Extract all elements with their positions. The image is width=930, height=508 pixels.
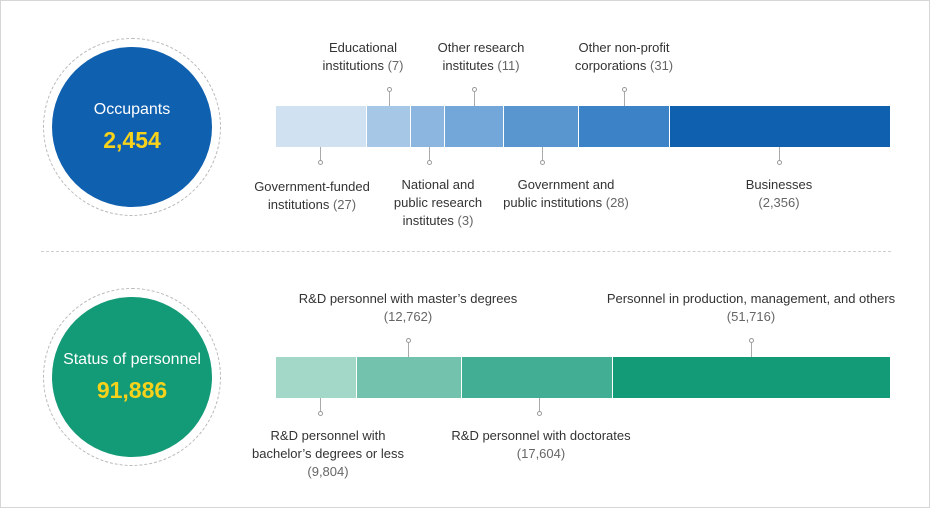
segment-label-1-3: Personnel in production, management, and… — [591, 290, 911, 326]
occupants-total: 2,454 — [103, 126, 161, 153]
section-divider — [41, 251, 891, 252]
occupants-circle-ring — [43, 38, 221, 216]
leader-line — [539, 398, 540, 412]
segment-count-0-1: (7) — [387, 58, 404, 73]
segment-label-text: Educational — [329, 40, 397, 55]
segment-label-text: Other research — [437, 40, 525, 55]
segment-count-0-2: (3) — [457, 213, 474, 228]
segment-label-1-1: R&D personnel with master’s degrees (12,7… — [278, 290, 538, 326]
leader-line — [751, 343, 752, 357]
personnel-circle: Status of personnel 91,886 — [52, 297, 212, 457]
segment-label-text: R&D personnel with — [270, 428, 386, 443]
segment-count-0-5: (31) — [650, 58, 674, 73]
segment-label-1-0: R&D personnel with bachelor’s degrees or … — [228, 427, 428, 481]
segment-label-text: public research — [393, 195, 483, 210]
bar-segment-0-0 — [276, 106, 367, 147]
leader-dot — [318, 160, 323, 165]
segment-label-0-1: Educational institutions (7) — [303, 39, 423, 75]
personnel-title: Status of personnel — [63, 350, 201, 368]
leader-line — [429, 147, 430, 161]
segment-label-text: institutes — [442, 58, 494, 73]
leader-line — [624, 92, 625, 106]
leader-dot — [472, 87, 477, 92]
segment-count-1-3: (51,716) — [726, 309, 776, 324]
bar-segment-1-2 — [462, 357, 613, 398]
segment-count-0-0: (27) — [332, 197, 357, 212]
segment-label-0-0: Government-funded institutions (27) — [227, 178, 397, 214]
segment-label-text: Businesses — [745, 177, 813, 192]
leader-dot — [749, 338, 754, 343]
personnel-circle-ring — [43, 288, 221, 466]
segment-label-0-2: National and public research institutes (3… — [378, 176, 498, 230]
leader-dot — [387, 87, 392, 92]
segment-count-0-3: (11) — [497, 58, 520, 73]
leader-dot — [427, 160, 432, 165]
segment-label-0-4: Government and public institutions (28) — [486, 176, 646, 212]
leader-dot — [777, 160, 782, 165]
segment-label-text: Government and — [517, 177, 615, 192]
personnel-total: 91,886 — [96, 376, 168, 403]
bar-segment-0-2 — [411, 106, 445, 147]
bar-segment-1-3 — [613, 357, 890, 398]
leader-line — [320, 398, 321, 412]
leader-line — [542, 147, 543, 161]
segment-label-0-5: Other non-profit corporations (31) — [554, 39, 694, 75]
occupants-title: Occupants — [93, 100, 171, 118]
leader-dot — [537, 411, 542, 416]
segment-count-1-1: (12,762) — [383, 309, 433, 324]
segment-count-1-2: (17,604) — [516, 446, 566, 461]
bar-segment-1-0 — [276, 357, 357, 398]
segment-label-text: National and — [401, 177, 475, 192]
leader-dot — [406, 338, 411, 343]
occupants-circle: Occupants 2,454 — [52, 47, 212, 207]
segment-label-text: corporations — [574, 58, 647, 73]
segment-label-text: R&D personnel with master’s degrees — [298, 291, 518, 306]
segment-label-1-2: R&D personnel with doctorates (17,604) — [421, 427, 661, 463]
segment-count-0-4: (28) — [605, 195, 629, 210]
segment-count-1-0: (9,804) — [307, 464, 349, 479]
leader-line — [408, 343, 409, 357]
segment-label-text: institutions — [267, 197, 330, 212]
leader-dot — [540, 160, 545, 165]
leader-line — [474, 92, 475, 106]
bar-segment-0-6 — [670, 106, 890, 147]
segment-label-text: Personnel in production, management, and… — [606, 291, 896, 306]
segment-label-text: Government-funded — [254, 179, 370, 194]
segment-label-0-3: Other research institutes (11) — [421, 39, 541, 75]
leader-line — [389, 92, 390, 106]
segment-label-text: institutions — [322, 58, 384, 73]
leader-line — [779, 147, 780, 161]
segment-label-text: institutes — [402, 213, 454, 228]
segment-label-text: bachelor’s degrees or less — [252, 446, 404, 461]
segment-count-0-6: (2,356) — [758, 195, 800, 210]
bar-segment-0-1 — [367, 106, 411, 147]
leader-line — [320, 147, 321, 161]
bar-segment-0-3 — [445, 106, 504, 147]
segment-label-text: R&D personnel with doctorates — [451, 428, 631, 443]
bar-segment-0-4 — [504, 106, 579, 147]
segment-label-0-6: Businesses (2,356) — [719, 176, 839, 212]
occupants-stacked-bar — [276, 106, 890, 147]
personnel-stacked-bar — [276, 357, 890, 398]
leader-dot — [622, 87, 627, 92]
bar-segment-0-5 — [579, 106, 670, 147]
leader-dot — [318, 411, 323, 416]
segment-label-text: public institutions — [503, 195, 603, 210]
bar-segment-1-1 — [357, 357, 462, 398]
segment-label-text: Other non-profit — [578, 40, 670, 55]
